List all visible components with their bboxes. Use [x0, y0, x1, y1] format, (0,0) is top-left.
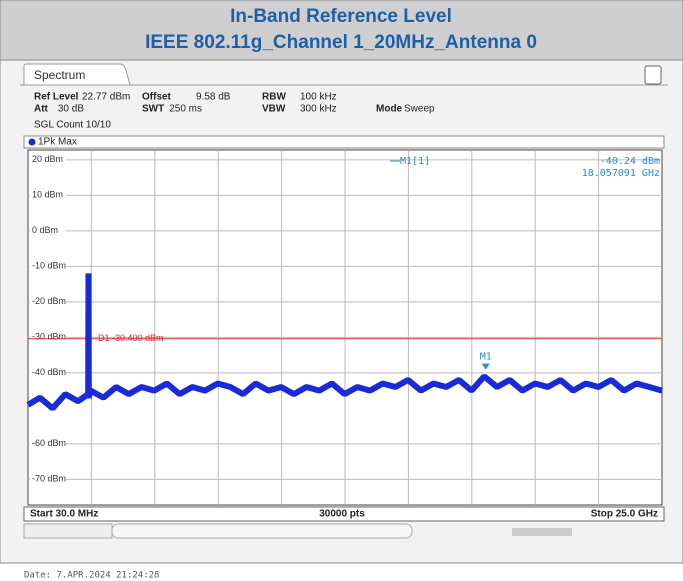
tick-label-bg: [30, 153, 66, 166]
tick-label-bg: [30, 224, 66, 237]
info-value: 30 dB: [58, 104, 84, 115]
tab-label[interactable]: Spectrum: [34, 68, 85, 82]
marker-x: 18.057091 GHz: [582, 168, 660, 179]
y-tick-label: 20 dBm: [32, 154, 63, 164]
y-tick-label: -10 dBm: [32, 261, 66, 271]
tick-label-bg: [30, 331, 66, 344]
trace-bar: [23, 135, 665, 149]
points-label: 30000 pts: [319, 509, 365, 520]
info-key: Mode: [376, 104, 403, 115]
subtitle: IEEE 802.11g_Channel 1_20MHz_Antenna 0: [145, 32, 537, 53]
info-key: Att: [34, 104, 49, 115]
date: Date: 7.APR.2024 21:24:28: [24, 571, 159, 581]
icon[interactable]: [644, 65, 662, 85]
tick-label-bg: [30, 366, 66, 379]
status-cell: [111, 523, 413, 539]
info-key: Offset: [142, 92, 172, 103]
marker-name: M1: [480, 352, 492, 363]
info-value: 9.58 dB: [196, 92, 231, 103]
marker-readout: M1[1]: [400, 156, 430, 167]
tick-label-bg: [30, 295, 66, 308]
info-key: SWT: [142, 104, 164, 115]
tab[interactable]: [23, 63, 131, 86]
marker-y: -40.24 dBm: [600, 156, 660, 167]
y-tick-label: 10 dBm: [32, 190, 63, 200]
info-value: 22.77 dBm: [82, 92, 130, 103]
tick-label-bg: [30, 189, 66, 202]
trace: [26, 273, 663, 411]
count: SGL Count 10/10: [34, 120, 111, 131]
y-tick-label: -20 dBm: [32, 296, 66, 306]
info-key: RBW: [262, 92, 286, 103]
tick-label-bg: [30, 437, 66, 450]
info-value: Sweep: [404, 104, 435, 115]
trace-label: 1Pk Max: [38, 137, 77, 148]
y-tick-label: -70 dBm: [32, 474, 66, 484]
info-value: 300 kHz: [300, 104, 337, 115]
info-value: 250 ms: [169, 104, 202, 115]
progress: [512, 528, 572, 536]
info-key: VBW: [262, 104, 286, 115]
title: In-Band Reference Level: [230, 6, 452, 27]
y-tick-label: -40 dBm: [32, 367, 66, 377]
y-tick-label: 0 dBm: [32, 225, 58, 235]
y-tick-label: -60 dBm: [32, 438, 66, 448]
y-tick-label: -30 dBm: [32, 332, 66, 342]
status-cell: [23, 523, 113, 539]
tick-label-bg: [30, 473, 66, 486]
status-bar: [23, 506, 665, 522]
stop-label: Stop 25.0 GHz: [591, 509, 658, 520]
start-label: Start 30.0 MHz: [30, 509, 98, 520]
tick-label-bg: [30, 260, 66, 273]
marker: [481, 363, 490, 370]
trace-dot: [28, 138, 36, 146]
info-value: 100 kHz: [300, 92, 337, 103]
display-line-label: D1 -30.400 dBm: [98, 333, 164, 343]
info-key: Ref Level: [34, 92, 79, 103]
